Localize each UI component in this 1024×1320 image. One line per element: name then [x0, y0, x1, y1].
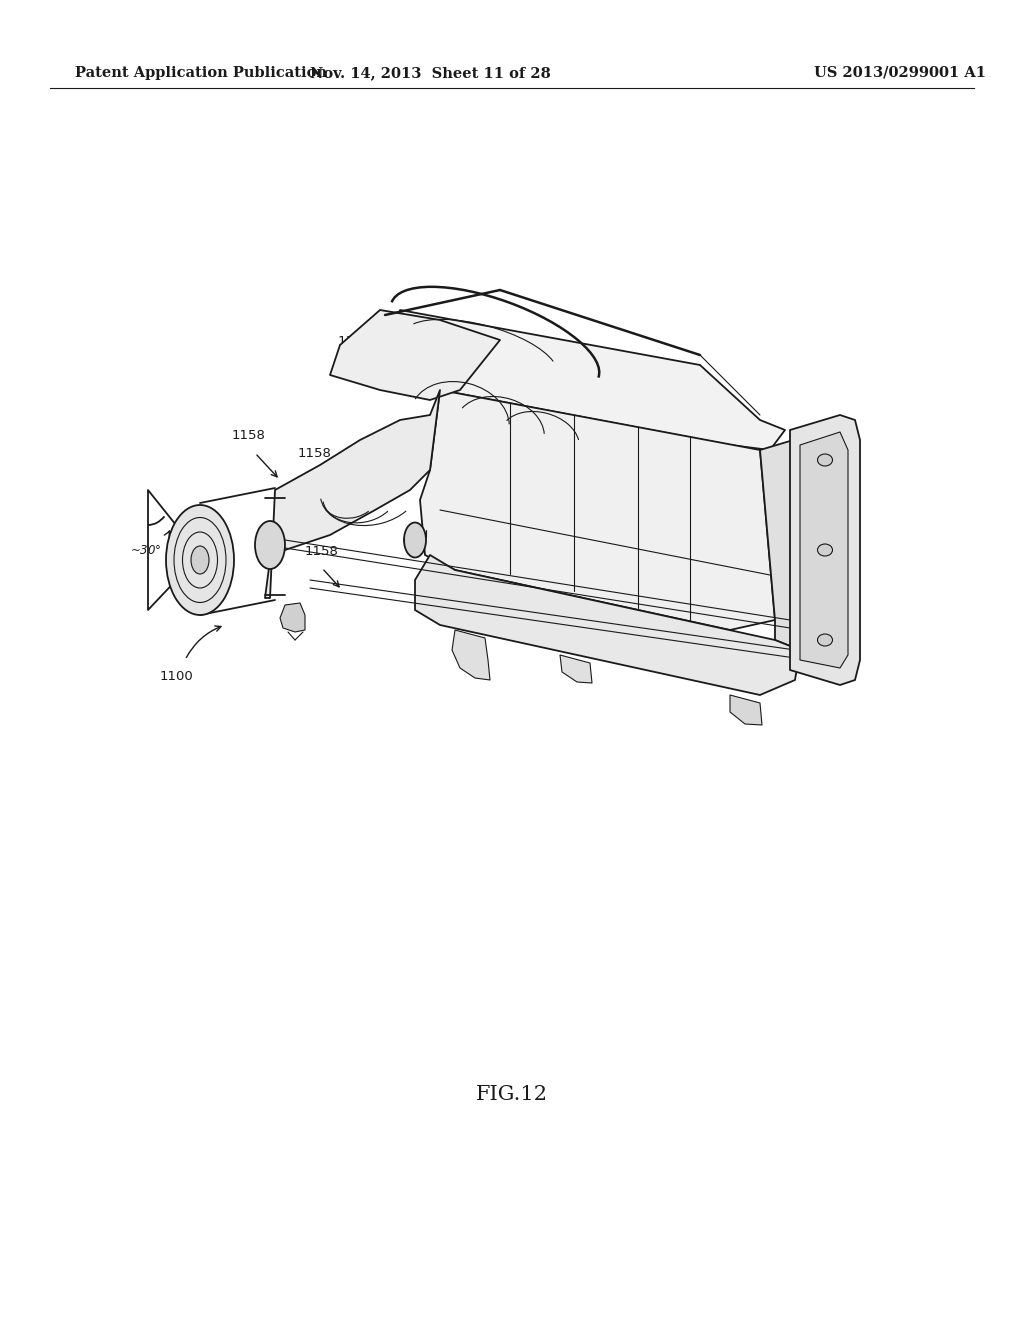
- Polygon shape: [330, 310, 500, 400]
- Polygon shape: [415, 554, 800, 696]
- Polygon shape: [800, 432, 848, 668]
- Polygon shape: [790, 414, 860, 685]
- Ellipse shape: [404, 523, 426, 557]
- Text: ~30$\degree$: ~30$\degree$: [130, 544, 162, 557]
- Polygon shape: [420, 389, 775, 630]
- Polygon shape: [395, 310, 785, 450]
- Ellipse shape: [191, 546, 209, 574]
- Polygon shape: [265, 389, 440, 598]
- Text: 1158: 1158: [298, 447, 332, 459]
- Text: Patent Application Publication: Patent Application Publication: [75, 66, 327, 81]
- Ellipse shape: [817, 634, 833, 645]
- Text: US 2013/0299001 A1: US 2013/0299001 A1: [814, 66, 986, 81]
- Polygon shape: [760, 438, 830, 649]
- Text: 1190: 1190: [338, 335, 372, 348]
- Text: Nov. 14, 2013  Sheet 11 of 28: Nov. 14, 2013 Sheet 11 of 28: [309, 66, 550, 81]
- Text: 1100: 1100: [160, 671, 194, 682]
- Polygon shape: [730, 696, 762, 725]
- Polygon shape: [452, 630, 490, 680]
- Ellipse shape: [166, 506, 234, 615]
- Ellipse shape: [817, 544, 833, 556]
- Ellipse shape: [817, 454, 833, 466]
- Polygon shape: [560, 655, 592, 682]
- Text: FIG.12: FIG.12: [476, 1085, 548, 1105]
- Polygon shape: [280, 603, 305, 632]
- Text: 1158: 1158: [232, 429, 266, 442]
- Ellipse shape: [255, 521, 285, 569]
- Text: 1158: 1158: [305, 545, 339, 558]
